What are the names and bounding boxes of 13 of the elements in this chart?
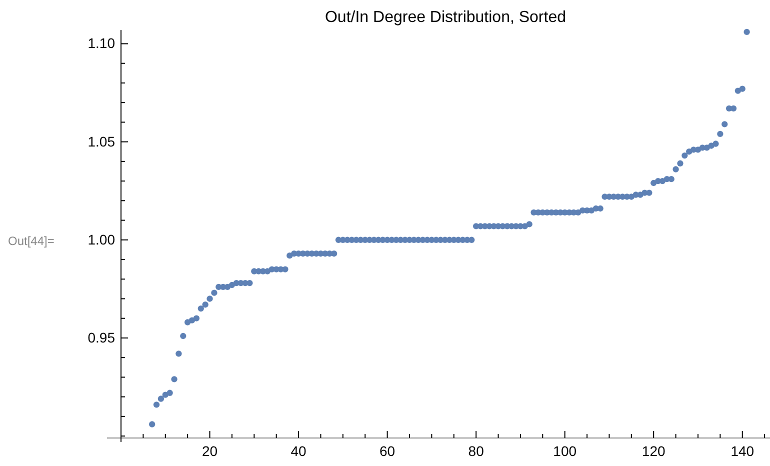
chart-title: Out/In Degree Distribution, Sorted	[324, 9, 566, 26]
y-tick-label: 1.05	[88, 133, 116, 150]
y-tick-label: 1.00	[88, 231, 116, 248]
x-tick-label: 20	[202, 442, 218, 459]
x-tick-label: 100	[553, 442, 577, 459]
x-tick-label: 80	[468, 442, 484, 459]
y-tick-label: 1.10	[88, 35, 116, 52]
x-tick-label: 120	[642, 442, 666, 459]
x-tick-label: 60	[380, 442, 396, 459]
x-tick-label: 140	[730, 442, 754, 459]
x-tick-label: 40	[290, 442, 307, 459]
text: Out[44]=	[8, 234, 54, 248]
y-tick-label: 0.95	[88, 329, 116, 346]
